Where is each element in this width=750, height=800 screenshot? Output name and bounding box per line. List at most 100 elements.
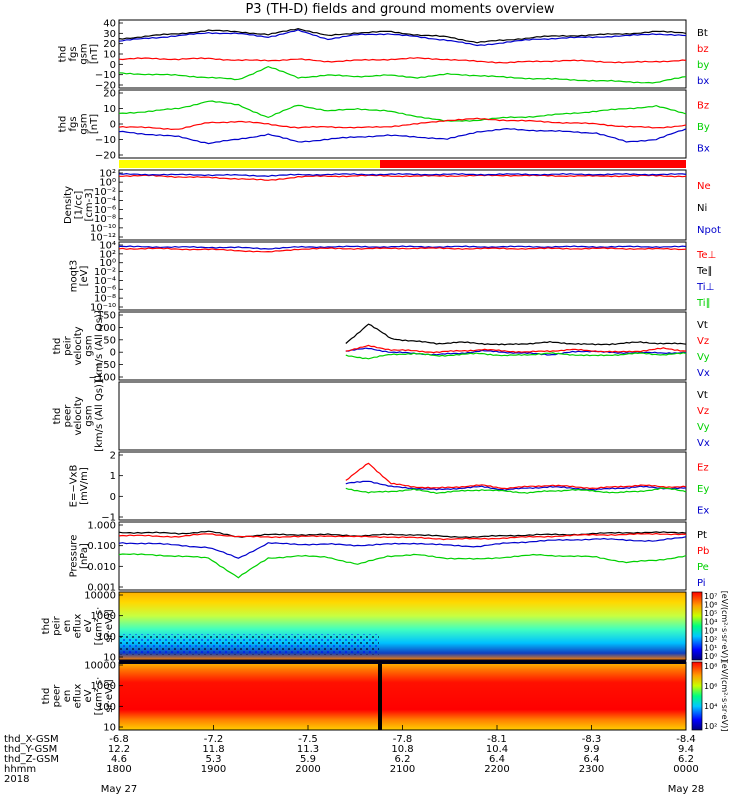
series-Bx <box>118 127 687 145</box>
x-tick-label: 2000 <box>295 764 320 775</box>
y-axis-label: [cm-3] <box>84 188 95 221</box>
series-Vt <box>345 323 687 346</box>
y-axis-label: gsm <box>84 405 95 426</box>
y-tick-label: 10⁻¹⁰ <box>90 223 116 234</box>
panel-p3: 10²10⁰10⁻²10⁻⁴10⁻⁶10⁻⁸10⁻¹⁰10⁻¹²Density[… <box>63 169 721 244</box>
x-tick-label: 6.4 <box>489 754 505 765</box>
series-Pb <box>118 532 687 541</box>
y-tick-label: 10⁴ <box>99 241 116 252</box>
series-Vz <box>345 344 687 354</box>
legend-Vx: Vx <box>697 438 710 449</box>
y-tick-label: −20 <box>95 81 116 92</box>
y-tick-label: −100 <box>89 373 116 384</box>
legend-Vt: Vt <box>697 320 708 331</box>
legend-Ex: Ex <box>697 505 709 516</box>
time-axis-row-label: thd_Z-GSM <box>4 754 59 765</box>
legend-Ti⊥: Ti⊥ <box>696 282 714 293</box>
x-tick-label: -7.8 <box>393 734 413 745</box>
series-Pt <box>118 530 687 539</box>
x-tick-label: 5.3 <box>206 754 222 765</box>
legend-bx: bx <box>697 76 709 87</box>
legend-Vz: Vz <box>697 336 709 347</box>
legend-Ez: Ez <box>697 463 709 474</box>
y-tick-label: 100 <box>97 632 116 643</box>
time-axis-row-label: hhmm <box>4 764 36 775</box>
x-tick-label: 10.4 <box>486 744 508 755</box>
spectrogram-fill <box>119 662 686 730</box>
y-tick-label: 10⁻² <box>94 267 116 278</box>
y-tick-label: 10⁻⁴ <box>94 196 116 207</box>
x-tick-label: 0000 <box>673 764 698 775</box>
y-tick-label: 1000 <box>91 611 116 622</box>
y-tick-label: 0.001 <box>87 583 116 594</box>
legend-by: by <box>697 60 709 71</box>
y-axis-label: gsm <box>79 113 90 134</box>
y-axis-label: peir <box>52 615 63 635</box>
y-tick-label: 2 <box>110 451 116 462</box>
y-tick-label: −20 <box>95 151 116 162</box>
colorbar-tick-label: 10¹ <box>704 643 717 652</box>
legend-Npot: Npot <box>697 225 721 236</box>
y-axis-label: eflux <box>73 614 84 639</box>
y-tick-label: 150 <box>97 311 116 322</box>
y-tick-label: 10 <box>103 50 116 61</box>
legend-Ne: Ne <box>697 181 711 192</box>
spectrogram-noise <box>119 634 379 655</box>
panel-p7: 2 1 0 −1 E=−VxB [mV/m] Ez Ey Ex <box>69 451 710 524</box>
y-tick-label: 0 <box>110 348 116 359</box>
series-bx <box>118 29 687 47</box>
y-axis-label: eflux <box>73 684 84 709</box>
end-date: May 28 <box>668 784 705 795</box>
colorbar-label: [eV/(cm²·s·sr·eV)] <box>720 661 729 732</box>
x-tick-label: 9.4 <box>678 744 694 755</box>
series-Pi <box>118 536 687 559</box>
y-tick-label: 50 <box>103 335 116 346</box>
colorbar-label: [eV/(cm²·s·sr·eV)] <box>720 591 729 662</box>
y-axis-label: [nPa] <box>79 543 90 569</box>
y-axis-label: gsm <box>84 335 95 356</box>
y-tick-label: −10 <box>95 135 116 146</box>
legend-Vt: Vt <box>697 390 708 401</box>
series-Bz <box>118 117 687 131</box>
x-tick-label: 12.2 <box>108 744 130 755</box>
colorbar <box>691 591 703 661</box>
mode-bar-red <box>380 160 686 168</box>
y-axis-label: thd <box>58 46 69 63</box>
x-tick-label: -6.8 <box>109 734 129 745</box>
series-Ez <box>345 462 687 490</box>
x-tick-label: 6.4 <box>584 754 600 765</box>
series-Ti⊥ <box>119 245 687 250</box>
y-tick-label: 0.100 <box>87 541 116 552</box>
y-tick-label: 10⁻² <box>94 187 116 198</box>
y-axis-label: sr·eV)] <box>104 679 115 712</box>
mode-bar <box>119 160 686 168</box>
series-Ne <box>119 174 687 181</box>
y-tick-label: 10000 <box>84 591 116 602</box>
y-tick-label: 10 <box>103 104 116 115</box>
y-axis-label: E=−VxB <box>69 465 80 508</box>
legend-Ey: Ey <box>697 484 709 495</box>
y-tick-label: 10 <box>103 653 116 664</box>
colorbar-tick-label: 10² <box>704 635 717 644</box>
colorbar-tick-label: 10⁴ <box>704 702 717 711</box>
y-tick-label: 30 <box>103 29 116 40</box>
colorbar-tick-label: 10⁵ <box>704 609 717 618</box>
series-Vy <box>345 352 687 360</box>
x-tick-label: 6.2 <box>395 754 411 765</box>
y-tick-label: 20 <box>103 89 116 100</box>
legend-Pe: Pe <box>697 562 709 573</box>
legend-Vz: Vz <box>697 406 709 417</box>
panel-frame <box>118 311 687 381</box>
y-axis-label: peer <box>52 684 63 708</box>
y-axis-label: moqt3 <box>69 260 80 293</box>
y-axis-label: eV <box>83 619 94 632</box>
legend-Te⊥: Te⊥ <box>696 250 716 261</box>
y-axis-label: thd <box>41 618 52 635</box>
y-axis-label: velocity <box>73 326 84 365</box>
